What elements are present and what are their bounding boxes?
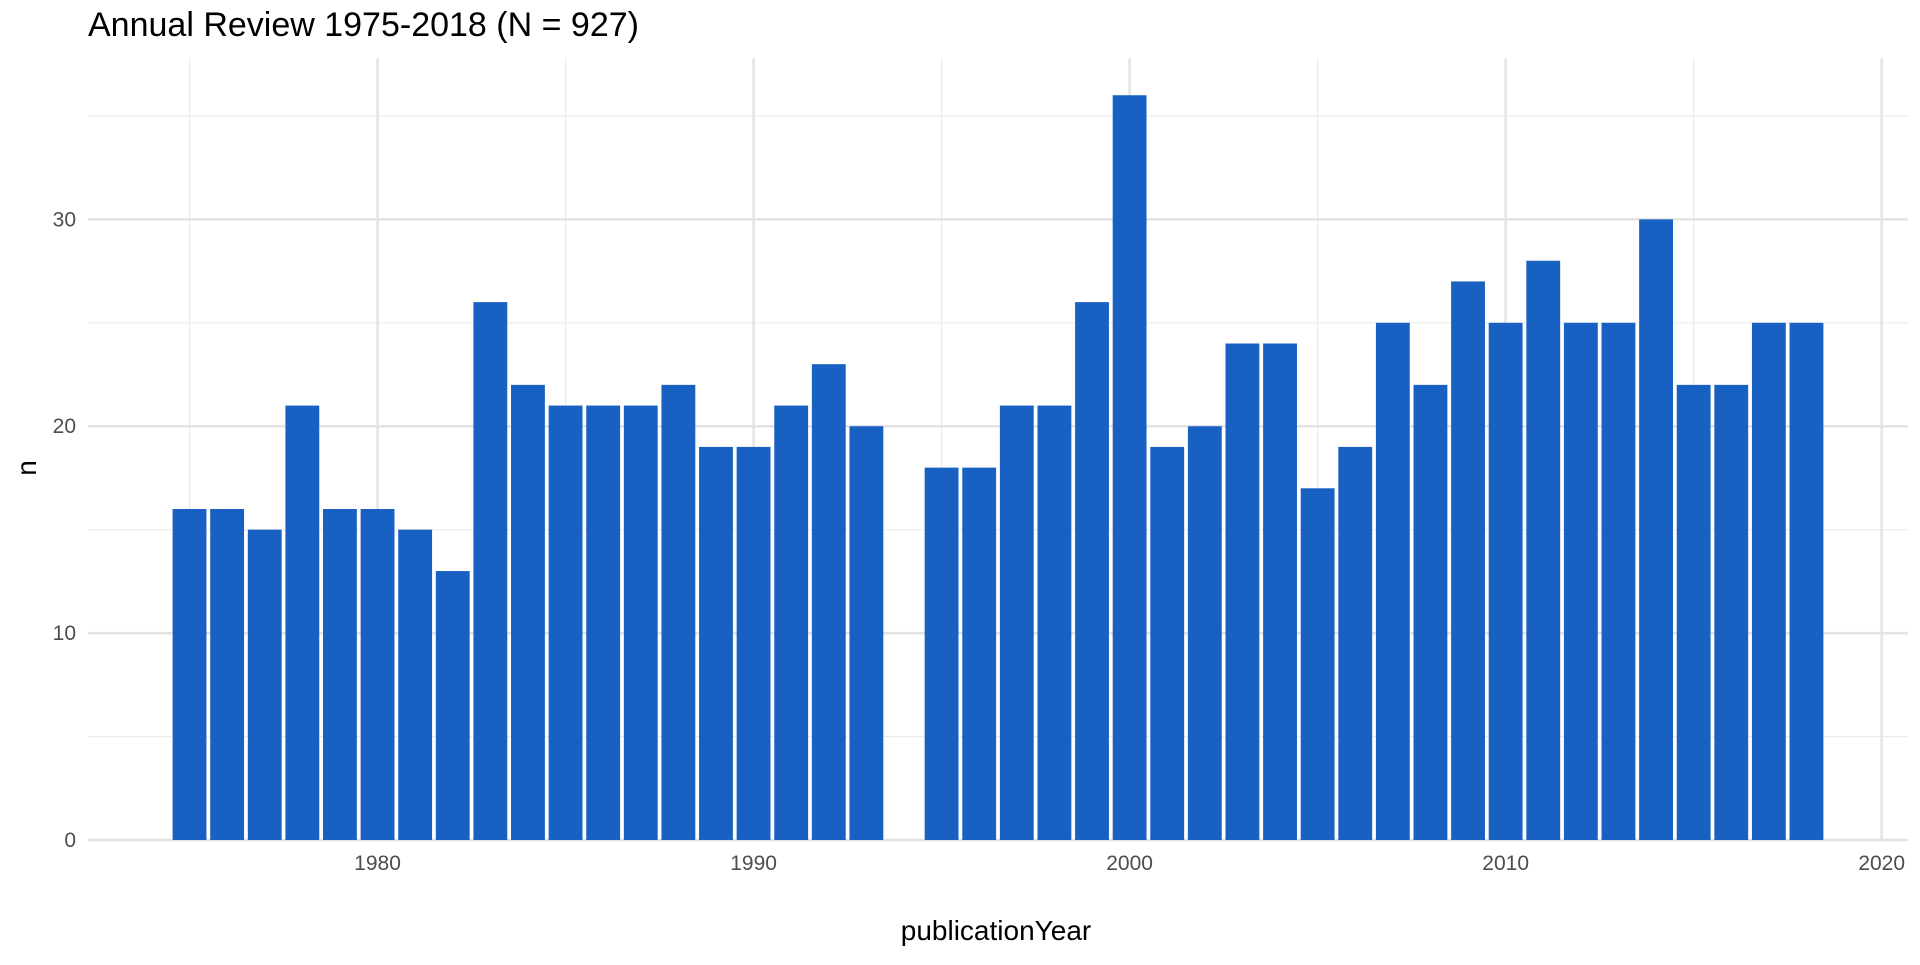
bar-1988 <box>661 384 696 840</box>
bar-1975 <box>172 508 207 840</box>
bar-1983 <box>473 302 508 840</box>
bar-1980 <box>360 508 395 840</box>
bar-1995 <box>924 467 959 840</box>
bar-2001 <box>1150 446 1185 840</box>
bar-2014 <box>1639 219 1673 840</box>
x-tick-label: 2020 <box>1858 852 1905 875</box>
bar-1999 <box>1075 302 1109 840</box>
bar-2005 <box>1300 488 1335 840</box>
bar-2003 <box>1225 343 1260 840</box>
bar-2013 <box>1601 322 1636 841</box>
bar-1984 <box>511 384 545 840</box>
bars <box>172 95 1824 841</box>
bar-2017 <box>1751 322 1786 841</box>
bar-1985 <box>548 405 583 840</box>
bar-2004 <box>1263 343 1297 840</box>
bar-2006 <box>1338 446 1373 840</box>
bar-1979 <box>323 508 357 840</box>
bar-1991 <box>774 405 809 840</box>
bar-2015 <box>1676 384 1711 840</box>
x-axis-tick-labels: 1980 1990 2000 2010 2020 <box>354 852 1905 875</box>
x-tick-label: 2010 <box>1482 852 1529 875</box>
bar-2012 <box>1563 322 1598 841</box>
x-tick-label: 1980 <box>354 852 401 875</box>
y-tick-label: 0 <box>64 829 76 852</box>
bar-2007 <box>1375 322 1410 841</box>
bar-2011 <box>1526 260 1561 841</box>
bar-1978 <box>285 405 320 840</box>
y-tick-label: 30 <box>53 208 76 231</box>
bar-1997 <box>999 405 1034 840</box>
bar-1981 <box>398 529 433 840</box>
bar-1977 <box>247 529 282 840</box>
bar-1987 <box>623 405 658 840</box>
bar-2000 <box>1112 95 1147 840</box>
x-axis-label: publicationYear <box>901 915 1091 946</box>
chart-title: Annual Review 1975-2018 (N = 927) <box>88 6 639 44</box>
bar-2008 <box>1413 384 1448 840</box>
bar-1986 <box>586 405 621 840</box>
bar-1993 <box>849 426 884 840</box>
y-tick-label: 10 <box>53 622 76 645</box>
bar-1989 <box>699 446 733 840</box>
bar-2009 <box>1451 281 1485 840</box>
bar-1990 <box>736 446 771 840</box>
x-tick-label: 1990 <box>730 852 777 875</box>
bar-2018 <box>1789 322 1824 841</box>
bar-1982 <box>435 571 470 840</box>
y-axis-tick-labels: 0 10 20 30 <box>53 208 76 852</box>
bar-2010 <box>1488 322 1523 841</box>
bar-1998 <box>1037 405 1072 840</box>
bar-1976 <box>210 508 245 840</box>
bar-2016 <box>1714 384 1749 840</box>
y-tick-label: 20 <box>53 415 76 438</box>
bar-1992 <box>811 364 846 840</box>
y-axis-label: n <box>11 460 42 476</box>
x-tick-label: 2000 <box>1106 852 1153 875</box>
bar-1996 <box>962 467 997 840</box>
bar-2002 <box>1187 426 1222 840</box>
